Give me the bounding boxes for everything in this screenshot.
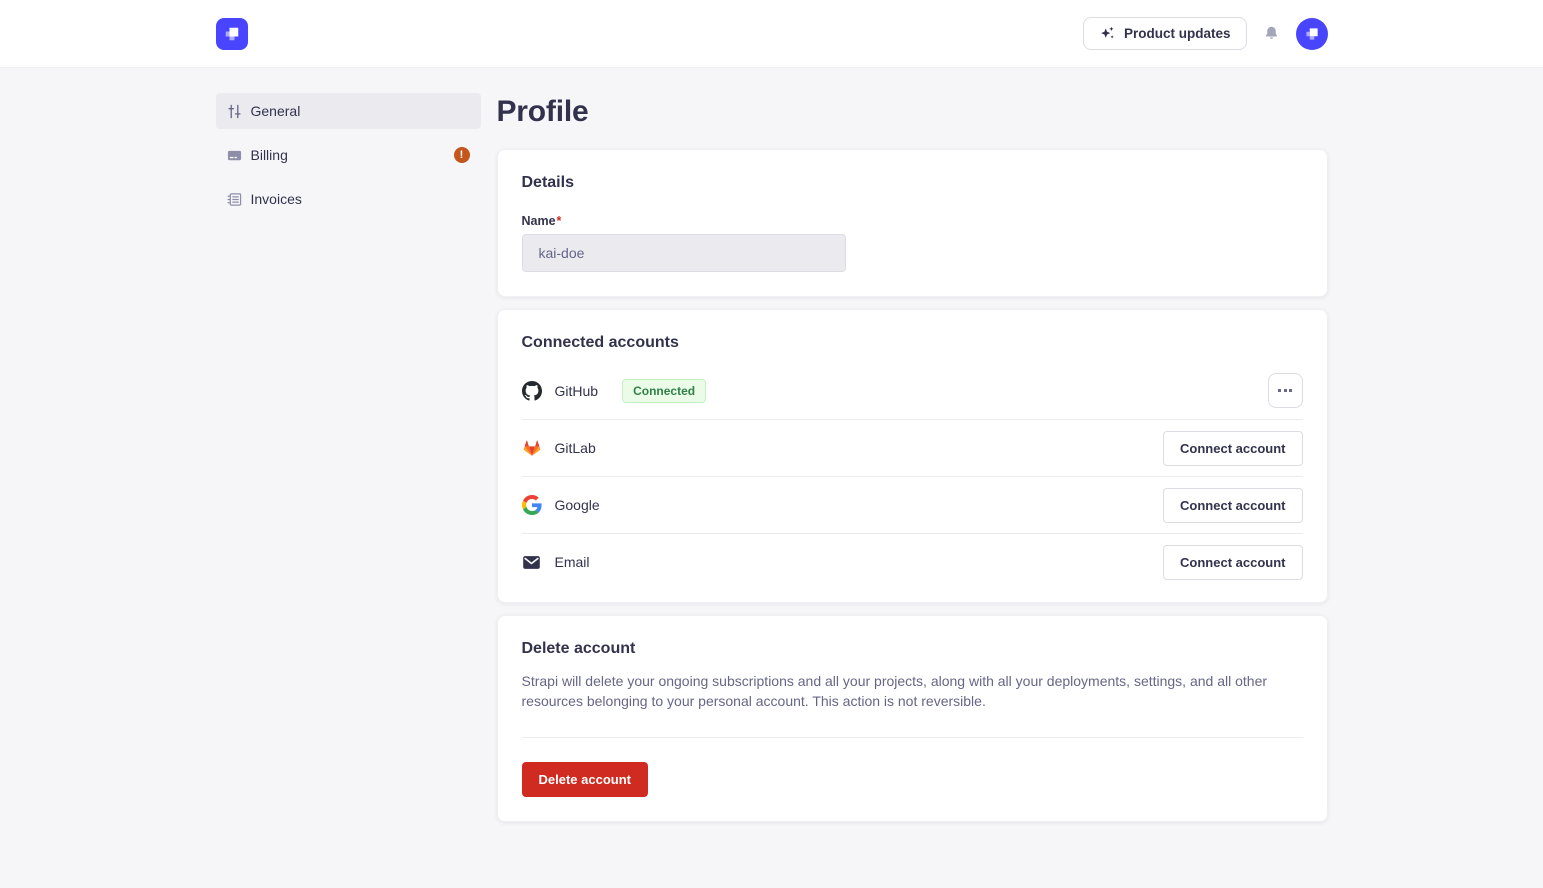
github-icon bbox=[521, 380, 542, 401]
details-card: Details Name* bbox=[496, 149, 1328, 297]
strapi-logo[interactable] bbox=[215, 17, 248, 50]
sidebar-item-billing[interactable]: Billing ! bbox=[216, 137, 481, 173]
delete-card-divider bbox=[521, 737, 1303, 738]
ellipsis-icon bbox=[1278, 389, 1292, 392]
connected-accounts-heading: Connected accounts bbox=[521, 334, 679, 351]
sidebar-item-general[interactable]: General bbox=[215, 93, 481, 129]
strapi-avatar-icon bbox=[1303, 25, 1321, 43]
delete-account-description: Strapi will delete your ongoing subscrip… bbox=[521, 673, 1268, 709]
connected-accounts-card: Connected accounts GitHub Connected bbox=[496, 309, 1328, 603]
name-field-label: Name* bbox=[521, 214, 562, 228]
sidebar-item-invoices[interactable]: Invoices bbox=[216, 181, 481, 217]
sparkles-icon bbox=[1099, 25, 1116, 42]
bell-icon bbox=[1263, 25, 1280, 42]
required-asterisk: * bbox=[556, 214, 562, 228]
delete-account-button[interactable]: Delete account bbox=[521, 762, 648, 797]
account-row-google: Google Connect account bbox=[521, 476, 1303, 533]
delete-account-card: Delete account Strapi will delete your o… bbox=[496, 615, 1328, 822]
github-row-menu-button[interactable] bbox=[1267, 373, 1303, 408]
gitlab-icon bbox=[522, 438, 542, 458]
sidebar-item-label: General bbox=[250, 103, 301, 119]
settings-sidebar: General Billing ! bbox=[215, 93, 481, 874]
provider-name: Email bbox=[554, 554, 590, 570]
provider-name: GitHub bbox=[554, 382, 599, 399]
sidebar-item-label: Billing bbox=[250, 147, 288, 163]
provider-name: GitLab bbox=[554, 440, 596, 456]
notifications-button[interactable] bbox=[1263, 25, 1280, 42]
gitlab-connect-button[interactable]: Connect account bbox=[1163, 430, 1303, 466]
product-updates-label: Product updates bbox=[1123, 26, 1231, 41]
user-avatar[interactable] bbox=[1295, 17, 1328, 50]
google-connect-button[interactable]: Connect account bbox=[1163, 487, 1303, 523]
sliders-icon bbox=[227, 104, 242, 119]
top-header: Product updates bbox=[0, 0, 1543, 68]
main-content: Profile Details Name* Connected accounts… bbox=[496, 93, 1328, 874]
billing-alert-badge: ! bbox=[453, 147, 470, 163]
page-title: Profile bbox=[496, 95, 589, 128]
provider-name: Google bbox=[554, 497, 600, 513]
delete-account-heading: Delete account bbox=[521, 640, 636, 657]
account-row-github: GitHub Connected bbox=[521, 362, 1303, 419]
account-row-gitlab: GitLab Connect account bbox=[521, 419, 1303, 476]
name-field[interactable] bbox=[521, 234, 846, 272]
account-row-email: Email Connect account bbox=[521, 533, 1303, 590]
invoice-icon bbox=[227, 192, 242, 207]
strapi-logo-icon bbox=[222, 24, 242, 44]
credit-card-icon bbox=[227, 148, 242, 163]
sidebar-item-label: Invoices bbox=[250, 191, 302, 207]
google-icon bbox=[521, 495, 542, 515]
product-updates-button[interactable]: Product updates bbox=[1082, 17, 1247, 50]
details-heading: Details bbox=[521, 174, 574, 191]
envelope-icon bbox=[522, 552, 542, 572]
email-connect-button[interactable]: Connect account bbox=[1163, 544, 1303, 580]
connected-status-badge: Connected bbox=[622, 378, 707, 403]
